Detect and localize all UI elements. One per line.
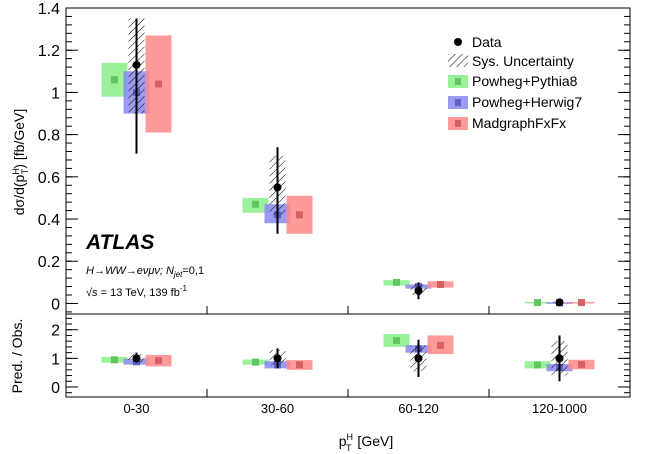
main-marker-pythia-0 xyxy=(111,76,118,84)
main-marker-madgraph-2 xyxy=(437,280,444,288)
legend: Data Sys. Uncertainty Powheg+Pythia8 Pow… xyxy=(448,34,582,131)
ratio-marker-pythia-1 xyxy=(252,358,259,366)
main-marker-madgraph-3 xyxy=(578,299,585,307)
main-plot xyxy=(101,18,595,307)
ratio-data-point-0 xyxy=(132,354,141,363)
main-data-point-1 xyxy=(273,183,282,192)
process-tail: =0,1 xyxy=(182,265,204,277)
x-category-label-0: 0-30 xyxy=(123,401,149,416)
ratio-data-point-3 xyxy=(555,354,564,363)
legend-sys-swatch xyxy=(448,54,468,67)
main-data-point-3 xyxy=(555,298,564,307)
x-axis-title-sub: T xyxy=(346,443,352,453)
legend-label-madgraph: MadgraphFxFx xyxy=(472,115,566,131)
main-marker-pythia-1 xyxy=(252,200,259,208)
main-marker-madgraph-1 xyxy=(296,211,303,219)
x-axis-title: pH T [GeV] xyxy=(339,432,393,453)
y-tick-label-5: 1 xyxy=(51,85,60,102)
legend-label-sys: Sys. Uncertainty xyxy=(472,53,574,69)
legend-marker-madgraph xyxy=(455,120,461,127)
x-category-label-1: 30-60 xyxy=(261,401,294,416)
legend-data-marker xyxy=(454,38,462,46)
ratio-data-point-1 xyxy=(273,354,282,363)
ratio-tick-label-1: 1 xyxy=(51,351,60,368)
y-tick-label-7: 1.4 xyxy=(38,1,60,18)
legend-label-data: Data xyxy=(472,34,502,50)
y-axis-title-unit: ) [fb/GeV] xyxy=(11,109,27,169)
ratio-data-point-2 xyxy=(414,354,423,363)
experiment-label: ATLAS xyxy=(85,231,154,254)
ratio-marker-madgraph-2 xyxy=(437,341,444,349)
ratio-tick-label-2: 2 xyxy=(51,323,60,340)
legend-label-pythia: Powheg+Pythia8 xyxy=(472,73,578,89)
energy-sup: -1 xyxy=(180,284,188,293)
main-marker-pythia-2 xyxy=(393,278,400,286)
y-tick-label-0: 0 xyxy=(51,296,60,313)
y-tick-label-1: 0.2 xyxy=(38,254,60,271)
ratio-axis-title: Pred. / Obs. xyxy=(9,319,25,394)
main-data-point-0 xyxy=(132,60,141,69)
legend-marker-herwig xyxy=(455,99,461,106)
ratio-plot xyxy=(101,334,595,382)
y-tick-label-3: 0.6 xyxy=(38,170,60,187)
y-axis-title: dσ/d(pHT) [fb/GeV] xyxy=(11,109,30,215)
process-text: H→WW→eνμν; N xyxy=(86,265,174,277)
y-axis-title-sup: H xyxy=(11,168,21,175)
ratio-marker-pythia-0 xyxy=(111,356,118,364)
ratio-tick-label-0: 0 xyxy=(51,380,60,397)
x-category-label-2: 60-120 xyxy=(398,401,438,416)
y-axis-title-sub: T xyxy=(20,168,30,174)
ratio-marker-madgraph-1 xyxy=(296,361,303,369)
legend-label-herwig: Powheg+Herwig7 xyxy=(472,94,582,110)
y-axis-title-main: dσ/d(p xyxy=(11,174,27,215)
main-marker-madgraph-0 xyxy=(155,80,162,88)
x-axis-title-sup: H xyxy=(347,432,354,442)
ratio-marker-pythia-2 xyxy=(393,337,400,345)
legend-marker-pythia xyxy=(455,78,461,85)
process-subscript: jet xyxy=(173,270,183,279)
x-axis-title-main: p xyxy=(339,433,347,449)
energy-text: = 13 TeV, 139 fb xyxy=(98,287,180,299)
main-data-point-2 xyxy=(414,286,423,295)
y-tick-label-6: 1.2 xyxy=(38,43,60,60)
energy-sqrt: √s xyxy=(86,287,98,299)
x-axis-title-unit: [GeV] xyxy=(354,433,394,449)
x-category-label-3: 120-1000 xyxy=(532,401,587,416)
main-marker-pythia-3 xyxy=(534,299,541,307)
y-tick-label-2: 0.4 xyxy=(38,212,60,229)
ratio-marker-madgraph-3 xyxy=(578,361,585,369)
ratio-marker-pythia-3 xyxy=(534,361,541,369)
axes: 0 0.2 0.4 0.6 0.8 1 1.2 1.4 0 1 2 0-30 30-60 60-120 12… xyxy=(38,1,630,416)
energy-label: √s = 13 TeV, 139 fb-1 xyxy=(86,284,187,299)
y-tick-label-4: 0.8 xyxy=(38,128,60,145)
process-label: H→WW→eνμν; Njet=0,1 xyxy=(86,265,204,279)
ratio-marker-madgraph-0 xyxy=(155,357,162,365)
